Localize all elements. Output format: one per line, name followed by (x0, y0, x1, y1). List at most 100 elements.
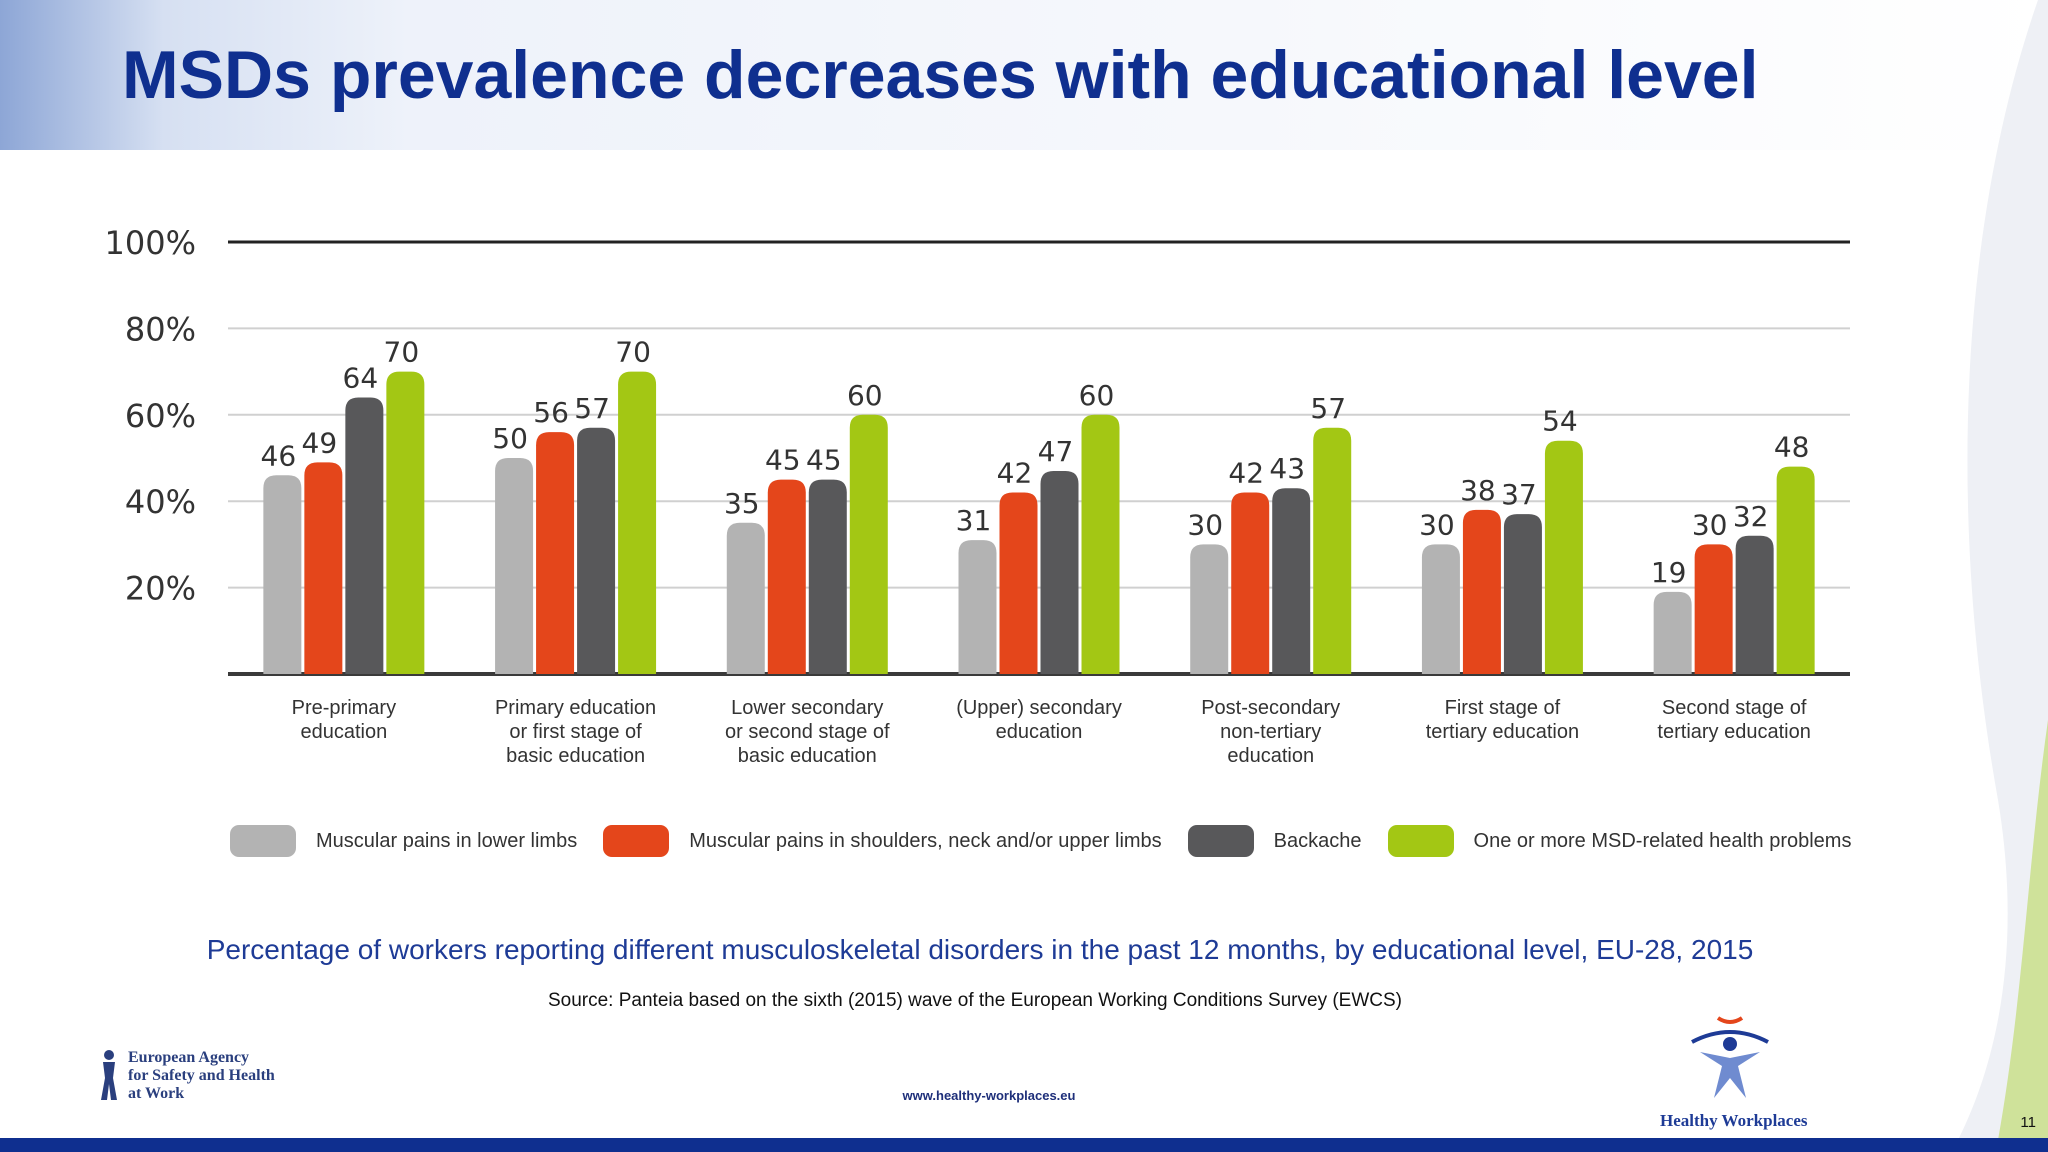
y-tick-label: 20% (125, 570, 196, 608)
x-tick-label: tertiary education (1657, 721, 1810, 743)
x-tick-label: Second stage of (1662, 697, 1807, 719)
title-band (0, 0, 2048, 150)
bar (1462, 509, 1501, 674)
data-label: 70 (384, 336, 420, 369)
legend-item-backache: Backache (1187, 825, 1388, 857)
bar (1313, 427, 1352, 674)
y-tick-label: 60% (125, 397, 196, 435)
data-label: 19 (1651, 556, 1687, 589)
y-tick-label: 80% (125, 310, 196, 348)
x-tick-label: education (1227, 745, 1314, 767)
bar (1081, 414, 1120, 674)
legend-item-msd: One or more MSD-related health problems (1387, 825, 1878, 857)
data-label: 42 (1228, 457, 1264, 490)
x-tick-label: First stage of (1445, 697, 1561, 719)
x-tick-label: Pre-primary (292, 697, 396, 719)
data-label: 45 (765, 444, 801, 477)
x-tick-label: or second stage of (725, 721, 890, 743)
data-label: 38 (1460, 474, 1496, 507)
x-tick-label: basic education (738, 745, 877, 767)
data-label: 43 (1269, 452, 1305, 485)
y-tick-label: 40% (125, 483, 196, 521)
bar (618, 371, 657, 674)
x-tick-label: education (996, 721, 1083, 743)
legend-item-lower-limbs: Muscular pains in lower limbs (230, 825, 603, 857)
footer-bar (0, 1138, 2048, 1152)
agency-name-line-1: European Agency (128, 1049, 250, 1066)
x-tick-label: (Upper) secondary (956, 697, 1122, 719)
bar (767, 479, 806, 674)
legend-label-upper-limbs: Muscular pains in shoulders, neck and/or… (689, 829, 1162, 852)
chart-legend: Muscular pains in lower limbs Muscular p… (230, 823, 1877, 859)
legend-item-upper-limbs: Muscular pains in shoulders, neck and/or… (603, 825, 1187, 857)
data-label: 60 (1079, 379, 1115, 412)
bar (1503, 514, 1542, 674)
chart-caption: Percentage of workers reporting differen… (206, 934, 1754, 965)
bar (958, 540, 997, 674)
data-label: 48 (1774, 431, 1810, 464)
data-label: 70 (615, 336, 651, 369)
data-label: 30 (1419, 508, 1455, 541)
bar (1735, 535, 1774, 674)
bar (1231, 492, 1270, 674)
agency-name-line-2: for Safety and Health (128, 1067, 275, 1084)
data-label: 42 (997, 457, 1033, 490)
bar-chart: 20%40%60%80%100%46 496470Pre-primaryeduca… (105, 224, 1850, 767)
source-note: Source: Panteia based on the sixth (2015… (547, 990, 1403, 1011)
data-label: 56 (533, 396, 569, 429)
bar (304, 462, 343, 674)
bar (1040, 470, 1079, 674)
legend-swatch-msd (1387, 825, 1454, 857)
legend-label-msd: One or more MSD-related health problems (1473, 829, 1852, 852)
legend-label-lower-limbs: Muscular pains in lower limbs (316, 829, 578, 852)
bar (345, 397, 384, 674)
bar (849, 414, 888, 674)
data-label: 32 (1733, 500, 1769, 533)
data-label: 30 (1692, 508, 1728, 541)
data-label: 57 (574, 392, 610, 425)
x-tick-label: non-tertiary (1220, 721, 1321, 743)
data-label: 46 (261, 439, 297, 472)
y-tick-label: 100% (105, 224, 196, 262)
bar (495, 458, 534, 674)
bar (1776, 466, 1815, 674)
bar (808, 479, 847, 674)
healthy-workplaces-logo: Healthy Workplaces (1660, 1008, 1808, 1131)
data-label: 57 (1310, 392, 1346, 425)
data-label: 47 (1038, 435, 1074, 468)
data-label: 37 (1501, 478, 1537, 511)
bar (263, 475, 302, 674)
bar (536, 432, 575, 674)
bar (1190, 544, 1229, 674)
decorative-swoosh (1958, 0, 2048, 1140)
bar (1653, 591, 1692, 674)
agency-name: European Agency for Safety and Health at… (128, 1049, 275, 1103)
slide-title: MSDs prevalence decreases with education… (122, 37, 1759, 113)
agency-name-line-3: at Work (128, 1085, 185, 1102)
eu-osha-logo: European Agency for Safety and Health at… (98, 1048, 275, 1104)
legend-label-backache: Backache (1273, 829, 1362, 852)
x-tick-label: Primary education (495, 697, 656, 719)
bar (1421, 544, 1460, 674)
legend-swatch-upper-limbs (603, 825, 670, 857)
bar (1694, 544, 1733, 674)
data-label: 50 (492, 422, 528, 455)
healthy-workplaces-text: Healthy Workplaces (1660, 1111, 1808, 1130)
x-tick-label: tertiary education (1426, 721, 1579, 743)
x-tick-label: Lower secondary (731, 697, 883, 719)
bar (726, 522, 765, 674)
x-tick-label: Post-secondary (1201, 697, 1340, 719)
data-label: 60 (847, 379, 883, 412)
data-label: 64 (343, 362, 379, 395)
bar (1544, 440, 1583, 674)
bar (1272, 488, 1311, 674)
star-person-icon (1691, 1016, 1769, 1098)
website-url[interactable]: www.healthy-workplaces.eu (902, 1088, 1076, 1103)
x-tick-label: education (300, 721, 387, 743)
legend-swatch-backache (1187, 825, 1254, 857)
data-label: 45 (806, 444, 842, 477)
data-label: 54 (1542, 405, 1578, 438)
eu-osha-figure-icon (101, 1050, 117, 1100)
bar (577, 427, 616, 674)
legend-swatch-lower-limbs (230, 825, 296, 857)
